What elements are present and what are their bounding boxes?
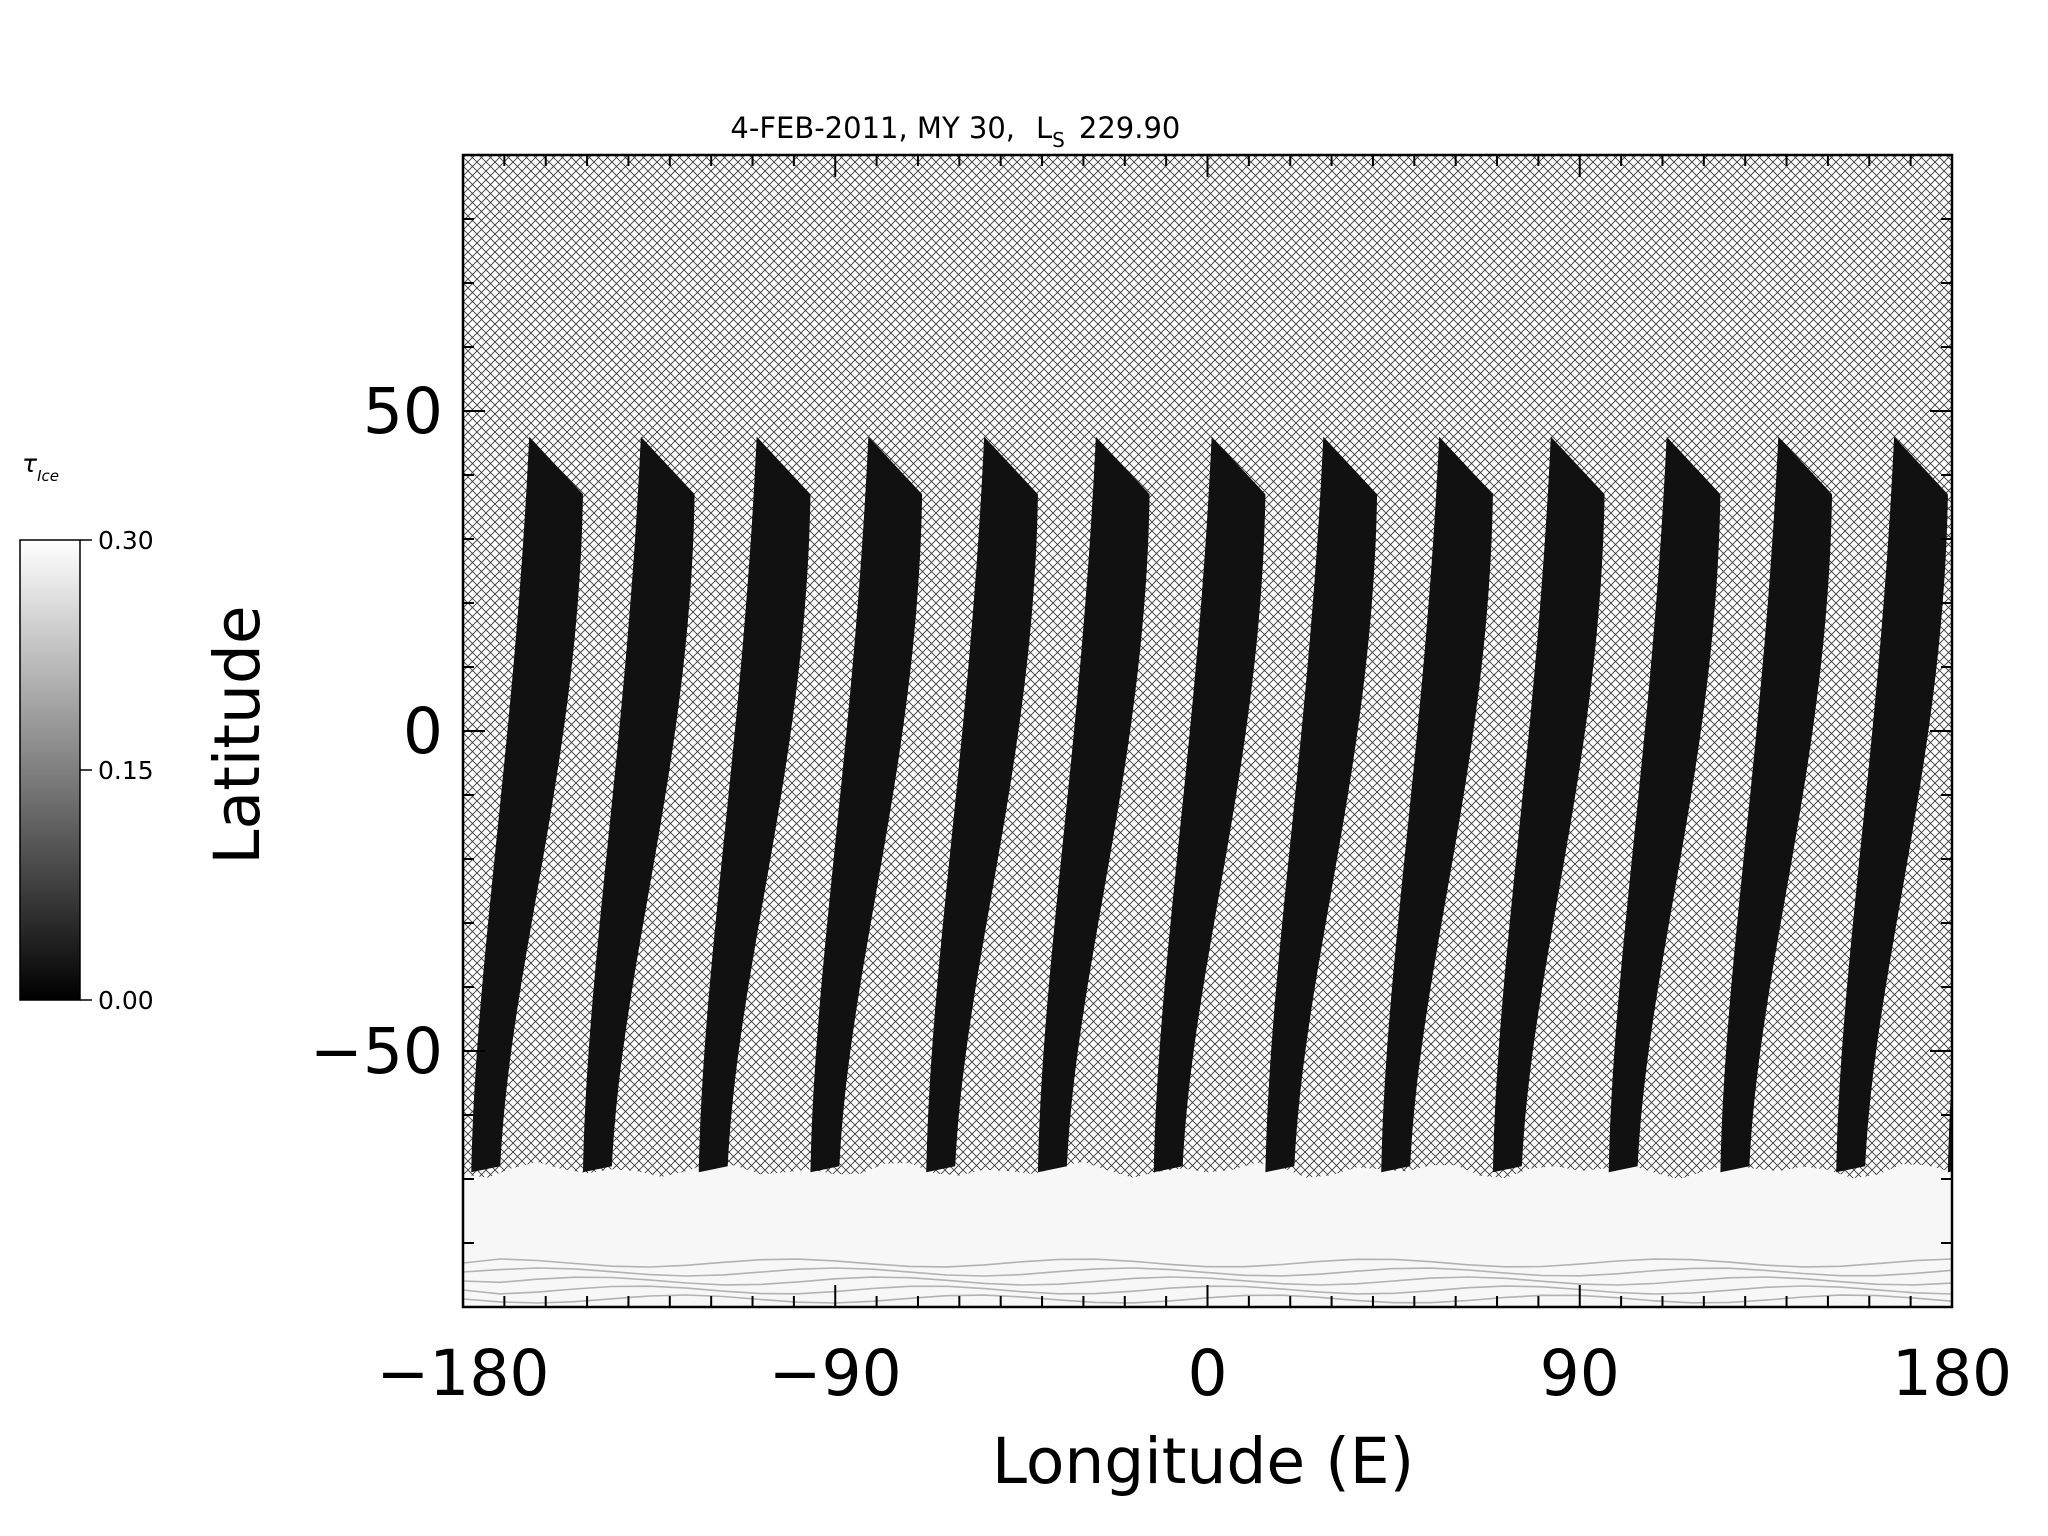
observation-swath xyxy=(1836,436,1948,1173)
title-ls-letter: L xyxy=(1036,111,1052,145)
observation-swath xyxy=(926,436,1038,1173)
colorbar: τIce 0.00 0.15 0.30 xyxy=(19,449,154,1015)
polar-hood-texture xyxy=(463,1276,1952,1286)
x-tick-label: −180 xyxy=(376,1337,549,1410)
title-ls-subscript: S xyxy=(1052,128,1065,152)
observation-swath xyxy=(698,436,811,1173)
y-axis-label: Latitude xyxy=(201,605,274,864)
y-tick-label: −50 xyxy=(310,1015,443,1088)
observation-swath xyxy=(1608,436,1721,1173)
chart-title: 4-FEB-2011, MY 30, xyxy=(730,111,1015,145)
observation-swath xyxy=(1947,1074,1952,1173)
data-layer xyxy=(463,436,1952,1307)
polar-hood-region xyxy=(463,1161,1952,1307)
y-tick-label: 50 xyxy=(363,375,443,448)
colorbar-tick-label: 0.15 xyxy=(98,756,154,785)
observation-swath xyxy=(582,436,695,1173)
observation-swath xyxy=(1153,436,1266,1173)
polar-hood-texture xyxy=(463,1258,1952,1268)
colorbar-gradient xyxy=(19,539,81,1001)
title-ls-value: 229.90 xyxy=(1079,111,1180,145)
x-tick-label: 0 xyxy=(1187,1337,1227,1410)
chart-title-ls: LS 229.90 xyxy=(1036,111,1180,152)
observation-swath xyxy=(1720,436,1833,1173)
y-tick-label: 0 xyxy=(403,695,443,768)
colorbar-label-symbol: τ xyxy=(22,449,38,478)
observation-swath xyxy=(810,436,923,1173)
colorbar-tick-label: 0.30 xyxy=(98,526,154,555)
observation-swath xyxy=(1381,436,1493,1173)
axis-ticks xyxy=(462,154,1953,1308)
colorbar-label-subscript: Ice xyxy=(37,467,59,485)
polar-hood-texture xyxy=(463,1267,1952,1277)
colorbar-ticks: 0.00 0.15 0.30 xyxy=(80,526,154,1015)
colorbar-tick-label: 0.00 xyxy=(98,986,154,1015)
observation-swath xyxy=(1037,436,1150,1173)
observation-swath xyxy=(1265,436,1378,1173)
x-tick-label: −90 xyxy=(769,1337,902,1410)
x-axis-label: Longitude (E) xyxy=(992,1425,1414,1498)
observation-swath xyxy=(471,436,583,1173)
x-tick-label: 90 xyxy=(1540,1337,1620,1410)
plot-area xyxy=(461,153,1954,1309)
colorbar-label: τIce xyxy=(22,449,59,485)
observation-swath xyxy=(1492,436,1605,1173)
x-tick-label: 180 xyxy=(1892,1337,2012,1410)
